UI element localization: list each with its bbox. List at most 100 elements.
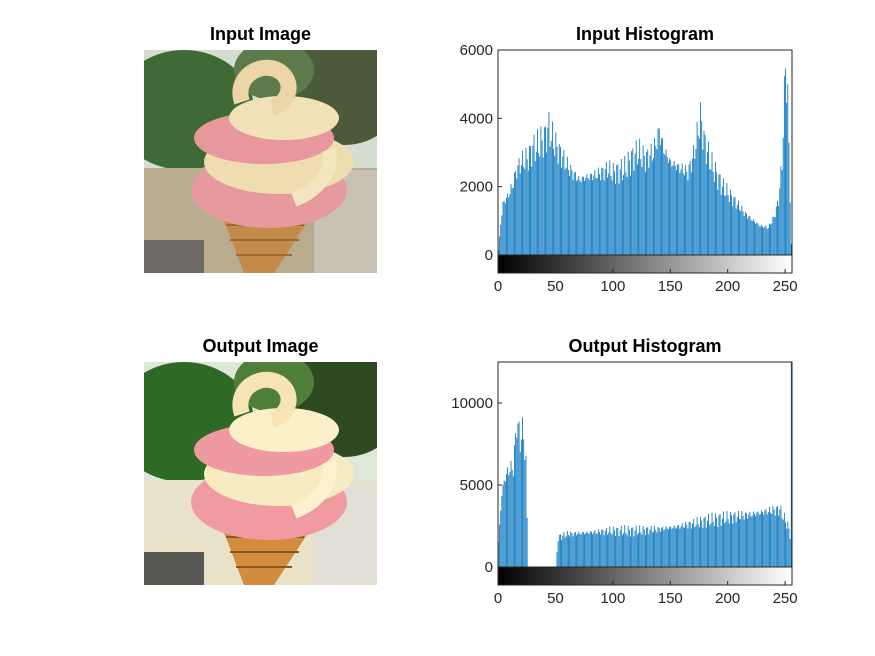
output-histogram-bar (767, 512, 769, 567)
output-histogram-title: Output Histogram (568, 336, 722, 356)
input-histogram-bar (585, 178, 587, 255)
output-histogram-bar (658, 528, 660, 567)
input-histogram-bar (641, 167, 643, 255)
output-histogram-xtick-label: 200 (715, 590, 740, 607)
input-histogram-bar (649, 155, 651, 255)
output-histogram-bar (771, 514, 773, 567)
output-histogram-bar (717, 526, 719, 567)
output-histogram-bar (759, 513, 761, 567)
input-histogram-xtick-label: 0 (494, 278, 502, 295)
input-histogram-bar (689, 160, 691, 255)
input-histogram-bar (514, 172, 515, 255)
input-histogram-bar (562, 156, 564, 255)
input-histogram-bar (640, 159, 642, 255)
output-histogram-bar (640, 532, 642, 567)
input-histogram-bar (502, 201, 504, 255)
input-histogram-bar (743, 216, 745, 255)
output-histogram-bar (646, 527, 647, 567)
output-histogram-bar (742, 515, 744, 567)
input-histogram-bar (582, 176, 584, 255)
output-histogram-bar (770, 512, 772, 567)
output-histogram-bar (775, 507, 777, 567)
output-histogram-bar (740, 519, 742, 567)
input-histogram-bar (550, 140, 552, 255)
output-histogram-bar (752, 511, 754, 567)
input-histogram-bar (763, 228, 765, 255)
input-histogram-bar (723, 178, 724, 255)
output-histogram-bar (773, 509, 775, 567)
input-histogram-bar (727, 195, 729, 255)
output-histogram-bar (777, 506, 778, 567)
input-histogram-bar (672, 165, 674, 255)
input-histogram-xtick-label: 50 (547, 278, 564, 295)
input-histogram-bar (532, 145, 534, 255)
output-histogram-bar (507, 467, 509, 567)
output-histogram-bar (763, 514, 765, 567)
input-histogram-bar (772, 216, 774, 255)
input-histogram-bar (619, 169, 621, 255)
input-histogram-bar (551, 121, 553, 255)
input-histogram-bar (712, 171, 714, 255)
input-histogram-bar (697, 135, 699, 255)
input-histogram-bar (692, 158, 693, 255)
input-histogram-bar (613, 171, 615, 255)
input-histogram-bar (757, 223, 759, 255)
output-histogram-bar (665, 526, 667, 567)
output-histogram-bar (597, 529, 599, 567)
output-histogram-bar (779, 509, 781, 567)
input-histogram-bar (654, 137, 656, 255)
output-histogram-bar (589, 531, 591, 567)
output-histogram-bar (710, 523, 712, 567)
input-histogram-bar (749, 215, 751, 255)
input-histogram-bar (620, 158, 622, 255)
input-histogram-bar (642, 145, 644, 255)
input-histogram-bar (542, 157, 544, 255)
input-histogram-bar (595, 178, 597, 255)
output-histogram-bar (503, 480, 505, 567)
output-histogram-bar (635, 525, 637, 567)
input-histogram-bar (785, 68, 786, 255)
input-histogram-bar (694, 158, 696, 255)
input-histogram-bar (711, 152, 713, 255)
input-histogram-bar (719, 174, 721, 255)
output-histogram-bar (702, 528, 704, 567)
output-histogram-bar (684, 527, 685, 567)
input-histogram-bar (518, 158, 520, 255)
output-histogram-bar (569, 536, 571, 567)
output-histogram-bar (512, 476, 514, 567)
input-histogram-bar (665, 149, 667, 255)
input-histogram-bar (523, 167, 525, 255)
output-histogram-bar (603, 535, 605, 567)
output-histogram-bar (727, 519, 729, 567)
input-histogram-bar (685, 165, 687, 255)
input-histogram-bar (686, 171, 688, 255)
output-histogram-bar (577, 534, 579, 567)
input-histogram-bar (543, 127, 545, 255)
input-histogram-xtick-label: 150 (658, 278, 683, 295)
input-histogram-bar (720, 194, 722, 255)
output-histogram-bar (620, 525, 622, 567)
input-histogram-bar (503, 200, 505, 255)
input-histogram-bar (747, 218, 749, 255)
input-histogram-bar (570, 164, 572, 255)
input-histogram-bar (540, 126, 542, 256)
output-histogram-bar (696, 517, 698, 567)
input-histogram-bar (566, 156, 568, 255)
output-histogram-bar (716, 517, 718, 567)
output-histogram-bar (510, 460, 512, 567)
input-histogram-bar (633, 170, 635, 255)
output-histogram-bar (749, 511, 751, 567)
output-histogram-bar (636, 534, 638, 567)
input-histogram-bar (577, 179, 579, 255)
input-histogram-bar (663, 153, 665, 255)
input-histogram-bar (740, 211, 742, 255)
output-histogram-bar (673, 525, 675, 567)
output-histogram-bar (739, 519, 740, 567)
input-histogram-bar (734, 196, 736, 255)
output-histogram-bar (697, 524, 699, 567)
output-histogram-bar (599, 532, 600, 567)
output-histogram-bar (661, 528, 662, 567)
output-histogram-bar (586, 531, 588, 567)
input-histogram-bar (612, 162, 614, 255)
